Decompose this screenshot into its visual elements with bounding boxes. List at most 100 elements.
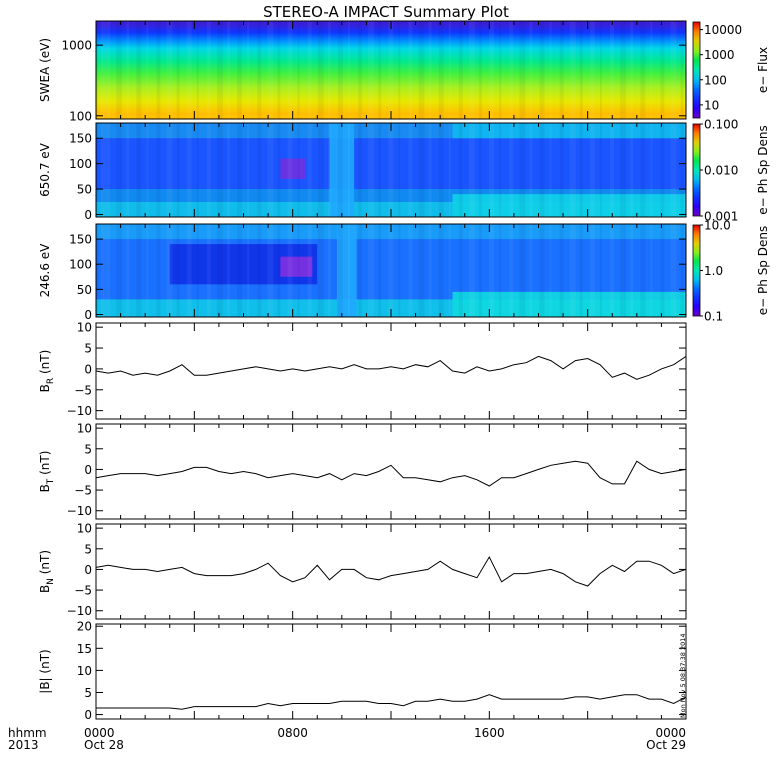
heatmap-streak bbox=[257, 123, 262, 217]
heatmap-streak bbox=[307, 224, 312, 317]
heatmap-streak bbox=[237, 224, 243, 317]
colorbar-tick-label: 0.1 bbox=[704, 310, 723, 324]
heatmap-streak bbox=[206, 123, 211, 217]
heatmap-streak bbox=[126, 224, 130, 317]
heatmap-streak bbox=[529, 123, 533, 217]
heatmap-streak bbox=[660, 123, 665, 217]
panel-frame-bn bbox=[95, 523, 687, 620]
heatmap-streak bbox=[680, 123, 684, 217]
heatmap-streak bbox=[499, 224, 502, 317]
heatmap-streak bbox=[599, 21, 602, 119]
heatmap-streak bbox=[247, 123, 250, 217]
heatmap-streak bbox=[428, 224, 432, 317]
colorbar-tick-label: 10.0 bbox=[704, 219, 731, 233]
heatmap-streak bbox=[136, 224, 142, 317]
heatmap-streak bbox=[96, 123, 98, 217]
series-line-br bbox=[96, 355, 686, 380]
heatmap-streak bbox=[458, 21, 463, 119]
heatmap-streak bbox=[100, 123, 106, 217]
heatmap-streak bbox=[100, 21, 106, 119]
heatmap-streak bbox=[479, 21, 483, 119]
heatmap-streak bbox=[237, 123, 243, 217]
heatmap-streak bbox=[549, 21, 552, 119]
heatmap-streak bbox=[106, 21, 111, 119]
colorbar-tick-label: 100 bbox=[704, 73, 727, 87]
heatmap-streak bbox=[539, 224, 545, 317]
heatmap-streak bbox=[610, 21, 615, 119]
heatmap-streak bbox=[277, 123, 281, 217]
heatmap-streak bbox=[297, 123, 300, 217]
y-axis-label-bmag: |B| (nT) bbox=[38, 649, 52, 693]
heatmap-streak bbox=[277, 224, 281, 317]
heatmap-streak bbox=[408, 123, 413, 217]
heatmap-streak bbox=[166, 224, 173, 317]
heatmap-streak bbox=[257, 21, 262, 119]
heatmap-streak bbox=[227, 224, 231, 317]
panel-frame-br bbox=[95, 322, 687, 420]
heatmap-streak bbox=[337, 21, 343, 119]
heatmap-streak bbox=[448, 21, 451, 119]
heatmap-streak bbox=[96, 21, 98, 119]
time-tick-date: Oct 28 bbox=[84, 738, 124, 752]
time-tick-label: 0000 bbox=[655, 726, 686, 740]
heatmap-region bbox=[452, 291, 686, 317]
heatmap-streak bbox=[176, 224, 180, 317]
heatmap-streak bbox=[368, 123, 375, 217]
panel-body-br bbox=[96, 355, 686, 380]
y-tick-label: 10 bbox=[77, 321, 92, 335]
y-tick-label: −10 bbox=[67, 604, 92, 618]
heatmap-streak bbox=[670, 123, 677, 217]
heatmap-streak bbox=[378, 123, 382, 217]
y-axis-label-pad650: 650.7 eV bbox=[38, 142, 52, 197]
panel-frame-bmag bbox=[95, 623, 687, 720]
heatmap-streak bbox=[630, 21, 634, 119]
heatmap-streak bbox=[116, 224, 123, 317]
heatmap-streak bbox=[438, 123, 444, 217]
time-tick-label: 0800 bbox=[277, 726, 308, 740]
heatmap-region bbox=[336, 224, 357, 317]
heatmap-streak bbox=[136, 21, 142, 119]
heatmap-streak bbox=[378, 21, 382, 119]
heatmap-streak bbox=[650, 21, 653, 119]
heatmap-streak bbox=[489, 123, 495, 217]
heatmap-streak bbox=[589, 123, 595, 217]
heatmap-streak bbox=[368, 21, 375, 119]
heatmap-streak bbox=[358, 21, 363, 119]
colorbar-tick-label: 0.001 bbox=[704, 210, 738, 224]
heatmap-streak bbox=[116, 21, 123, 119]
heatmap-streak bbox=[287, 123, 293, 217]
heatmap-streak bbox=[670, 224, 677, 317]
heatmap-streak bbox=[640, 224, 646, 317]
heatmap-streak bbox=[418, 123, 425, 217]
y-tick-label: 5 bbox=[84, 686, 92, 700]
y-tick-label: −5 bbox=[74, 484, 92, 498]
heatmap-streak bbox=[620, 21, 627, 119]
heatmap-streak bbox=[408, 224, 413, 317]
heatmap-streak bbox=[176, 21, 180, 119]
heatmap-streak bbox=[650, 123, 653, 217]
heatmap-streak bbox=[559, 123, 564, 217]
heatmap-streak bbox=[438, 224, 444, 317]
heatmap-streak bbox=[247, 21, 250, 119]
y-tick-label: 10 bbox=[77, 522, 92, 536]
heatmap-streak bbox=[579, 21, 583, 119]
heatmap-streak bbox=[206, 21, 211, 119]
heatmap-streak bbox=[317, 123, 324, 217]
heatmap-streak bbox=[146, 123, 149, 217]
heatmap-streak bbox=[569, 123, 576, 217]
heatmap-streak bbox=[519, 224, 526, 317]
heatmap-streak bbox=[448, 123, 451, 217]
panel-body-bn bbox=[96, 555, 686, 587]
heatmap-streak bbox=[327, 224, 331, 317]
heatmap-streak bbox=[297, 21, 300, 119]
heatmap-streak bbox=[317, 224, 324, 317]
heatmap-streak bbox=[196, 123, 199, 217]
y-tick-label: −5 bbox=[74, 383, 92, 397]
heatmap-streak bbox=[307, 123, 312, 217]
y-tick-label: 50 bbox=[77, 283, 92, 297]
y-tick-label: 10 bbox=[77, 664, 92, 678]
heatmap-streak bbox=[287, 21, 293, 119]
heatmap-region bbox=[452, 123, 686, 139]
heatmap-streak bbox=[499, 21, 502, 119]
heatmap-streak bbox=[428, 123, 432, 217]
